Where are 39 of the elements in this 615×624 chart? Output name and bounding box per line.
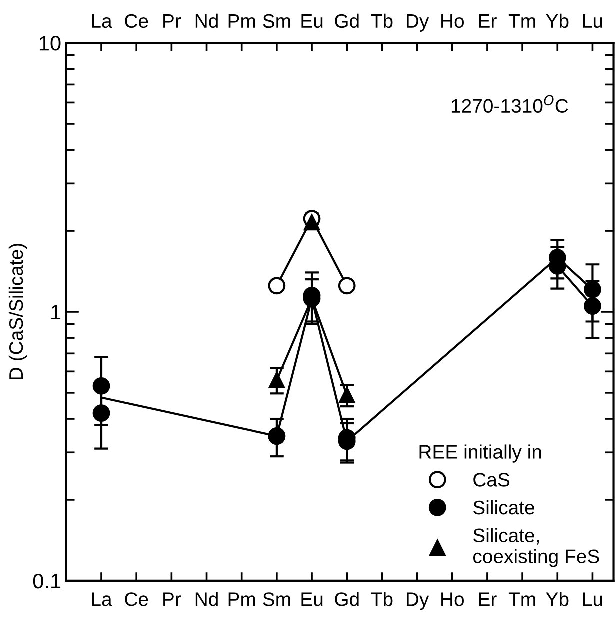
- x-tick-label: Nd: [196, 592, 218, 606]
- category-label: Er: [479, 14, 497, 28]
- y-tick-label: 0.1: [33, 574, 61, 589]
- category-label: Gd: [335, 14, 359, 28]
- category-label: Ce: [125, 14, 148, 28]
- x-tick-label: Er: [479, 592, 497, 606]
- x-tick-label: Pr: [164, 592, 182, 606]
- category-label: Tm: [508, 14, 536, 28]
- y-axis-title: D (CaS/Silicate): [8, 244, 28, 380]
- category-label: Eu: [302, 14, 323, 28]
- x-tick-label: La: [92, 592, 112, 606]
- category-label: Yb: [546, 14, 569, 28]
- x-tick-label: Sm: [263, 592, 290, 606]
- category-label: Sm: [263, 14, 290, 28]
- x-tick-label: Gd: [335, 592, 359, 606]
- annotation: 1270-1310$^{O}$C: [452, 95, 568, 114]
- x-tick-label: Lu: [584, 592, 602, 606]
- x-tick-label: Eu: [302, 592, 323, 606]
- y-tick-label: 1: [52, 305, 61, 320]
- legend-label: CaS: [474, 473, 510, 487]
- x-tick-label: Ho: [442, 592, 464, 606]
- legend-title: REE initially in: [420, 444, 542, 463]
- legend-label: Silicate, coexisting FeS: [473, 528, 600, 568]
- x-tick-label: Pm: [228, 592, 256, 606]
- x-tick-label: Dy: [407, 592, 430, 610]
- category-label: Dy: [407, 14, 430, 32]
- category-label: La: [92, 14, 112, 28]
- category-label: Pr: [164, 14, 182, 28]
- category-label: Ho: [442, 14, 464, 28]
- y-tick-label: 10: [40, 36, 61, 51]
- x-tick-label: Yb: [546, 592, 569, 606]
- category-label: Tb: [371, 14, 393, 28]
- x-tick-label: Tb: [371, 592, 393, 606]
- x-tick-label: Ce: [125, 592, 148, 606]
- category-label: Nd: [196, 14, 218, 28]
- x-tick-label: Tm: [508, 592, 536, 606]
- legend-label: Silicate: [474, 500, 534, 515]
- category-label: Lu: [584, 14, 602, 28]
- category-label: Pm: [228, 14, 256, 28]
